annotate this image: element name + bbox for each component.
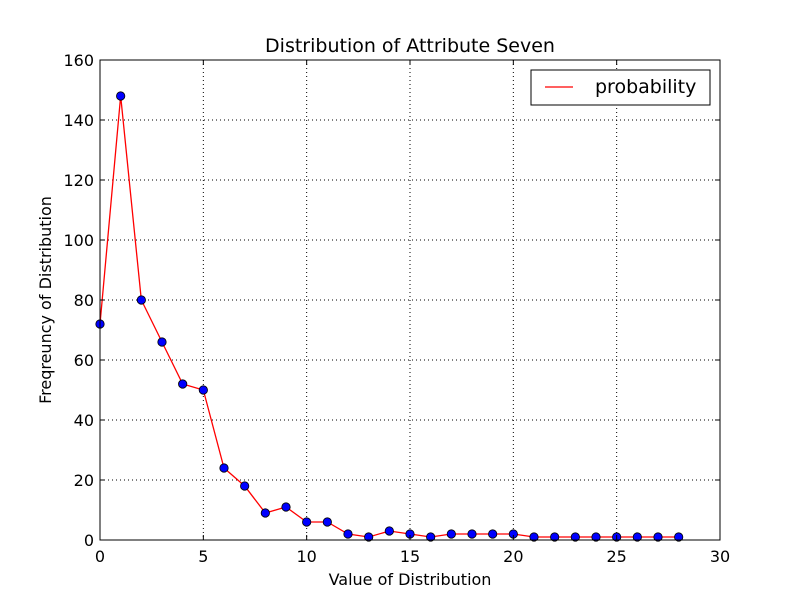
x-tick-label: 30 <box>710 547 730 566</box>
x-tick-label: 20 <box>503 547 523 566</box>
data-point <box>178 379 188 389</box>
data-point <box>281 502 291 512</box>
x-axis-tick-labels: 0 5 10 15 20 25 30 <box>95 547 730 566</box>
data-point <box>364 532 374 542</box>
data-point <box>302 517 312 527</box>
data-point <box>136 295 146 305</box>
tick-marks <box>99 59 721 541</box>
y-tick-label: 120 <box>63 171 94 190</box>
data-point <box>529 532 539 542</box>
series-layer <box>95 91 684 542</box>
data-point <box>674 532 684 542</box>
y-axis-title: Freqreuncy of Distribution <box>36 196 55 404</box>
data-point <box>550 532 560 542</box>
grid-lines <box>100 60 720 540</box>
data-point <box>322 517 332 527</box>
x-axis-title: Value of Distribution <box>329 570 492 589</box>
data-point <box>116 91 126 101</box>
plot-area <box>95 59 721 542</box>
x-tick-label: 25 <box>606 547 626 566</box>
data-point <box>157 337 167 347</box>
y-tick-label: 160 <box>63 51 94 70</box>
data-point <box>632 532 642 542</box>
data-point <box>467 529 477 539</box>
data-point <box>653 532 663 542</box>
x-tick-label: 5 <box>198 547 208 566</box>
data-point <box>198 385 208 395</box>
data-point <box>343 529 353 539</box>
legend-label: probability <box>595 76 696 98</box>
chart-title: Distribution of Attribute Seven <box>265 35 555 57</box>
legend: probability <box>530 69 711 106</box>
y-tick-label: 60 <box>74 351 94 370</box>
x-tick-label: 10 <box>296 547 316 566</box>
data-point <box>240 481 250 491</box>
y-tick-label: 0 <box>84 531 94 550</box>
y-axis-tick-labels: 0 20 40 60 80 100 120 140 160 <box>63 51 94 550</box>
data-point <box>446 529 456 539</box>
x-tick-label: 0 <box>95 547 105 566</box>
data-point <box>384 526 394 536</box>
data-point <box>260 508 270 518</box>
y-tick-label: 140 <box>63 111 94 130</box>
data-point <box>219 463 229 473</box>
data-point <box>570 532 580 542</box>
x-tick-label: 15 <box>400 547 420 566</box>
y-tick-label: 40 <box>74 411 94 430</box>
y-tick-label: 20 <box>74 471 94 490</box>
y-tick-label: 100 <box>63 231 94 250</box>
y-tick-label: 80 <box>74 291 94 310</box>
data-point <box>591 532 601 542</box>
data-point <box>488 529 498 539</box>
data-point <box>426 532 436 542</box>
